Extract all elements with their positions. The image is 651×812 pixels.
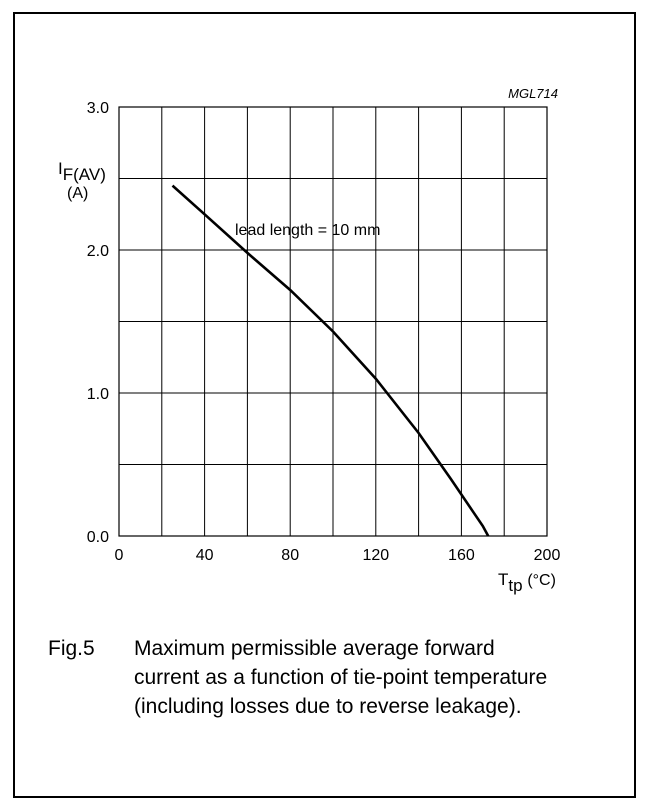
y-tick-label: 1.0 (87, 386, 109, 403)
y-tick-label: 0.0 (87, 529, 109, 546)
y-tick-label: 3.0 (87, 100, 109, 117)
tick-labels: 0 40 80 120 160 200 0.0 1.0 2.0 3.0 (87, 100, 561, 564)
x-tick-label: 40 (196, 547, 214, 564)
curve-annotation: lead length = 10 mm (235, 222, 380, 239)
figure-caption-text: Maximum permissible average forward curr… (134, 637, 548, 718)
y-axis-label: IF(AV) (58, 159, 106, 184)
x-axis-label: Ttp (°C) (498, 570, 556, 595)
x-tick-label: 80 (281, 547, 299, 564)
grid-lines (119, 107, 547, 536)
data-curve (171, 184, 490, 537)
x-tick-label: 200 (534, 547, 561, 564)
chart-code: MGL714 (508, 86, 558, 101)
figure-number: Fig.5 (48, 637, 95, 660)
x-tick-label: 120 (362, 547, 389, 564)
figure-frame (13, 12, 636, 798)
y-axis-unit: (A) (67, 185, 88, 202)
plot-area-border (118, 106, 548, 537)
y-tick-label: 2.0 (87, 243, 109, 260)
x-tick-label: 160 (448, 547, 475, 564)
x-tick-label: 0 (115, 547, 124, 564)
